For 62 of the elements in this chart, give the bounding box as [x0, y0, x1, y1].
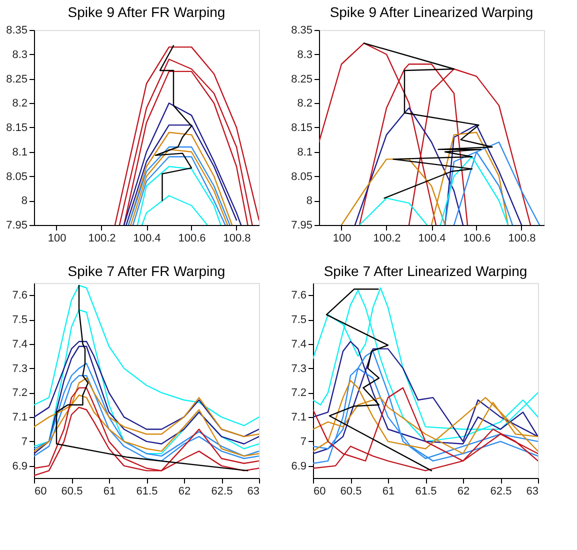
x-tick-label: 62: [457, 486, 470, 498]
x-tick-label: 100.6: [463, 232, 491, 244]
y-tick-label: 8.35: [291, 24, 312, 36]
x-tick-label: 100.8: [223, 232, 251, 244]
y-tick-label: 8.05: [6, 170, 28, 183]
y-tick-label: 7.1: [291, 412, 306, 424]
chart-title: Spike 9 After FR Warping: [68, 4, 226, 20]
x-tick-label: 63: [526, 486, 538, 498]
y-tick-label: 8.05: [291, 170, 312, 183]
y-tick-label: 7.4: [291, 338, 306, 350]
x-tick-label: 100.2: [373, 232, 401, 244]
y-tick-label: 7.1: [12, 412, 28, 424]
y-tick-label: 8.25: [6, 73, 28, 86]
y-tick-label: 8: [21, 195, 28, 208]
y-tick-label: 8.3: [297, 48, 312, 61]
x-tick-label: 63: [247, 486, 260, 498]
x-tick-label: 62.5: [490, 486, 512, 498]
x-tick-label: 100.8: [508, 232, 536, 244]
y-tick-label: 7.6: [291, 290, 306, 302]
y-tick-label: 7.2: [12, 387, 28, 400]
x-tick-label: 61: [103, 486, 116, 498]
y-tick-label: 6.9: [291, 460, 306, 472]
x-tick-label: 100.4: [418, 232, 446, 244]
y-tick-label: 7: [21, 436, 28, 448]
y-tick-label: 7.5: [291, 314, 306, 326]
x-tick-label: 61: [382, 486, 395, 498]
y-tick-label: 8.1: [12, 146, 28, 158]
y-tick-label: 7.6: [12, 290, 28, 302]
y-tick-label: 8.1: [297, 146, 312, 158]
y-tick-label: 7.3: [291, 362, 306, 375]
chart-title: Spike 7 After FR Warping: [68, 263, 226, 279]
y-tick-label: 7.4: [12, 338, 28, 350]
y-tick-label: 8.35: [6, 24, 28, 36]
y-tick-label: 8.2: [297, 98, 312, 110]
x-tick-label: 61.5: [415, 486, 437, 498]
chart-title: Spike 9 After Linearized Warping: [330, 4, 534, 20]
y-tick-label: 7.3: [12, 362, 28, 375]
y-tick-label: 8.25: [291, 73, 312, 86]
x-tick-label: 60: [314, 486, 326, 498]
x-tick-label: 62: [178, 486, 191, 498]
chart-title: Spike 7 After Linearized Warping: [324, 263, 528, 279]
x-tick-label: 100.2: [88, 232, 116, 244]
y-tick-label: 7.95: [291, 220, 312, 232]
y-tick-label: 7.2: [291, 387, 306, 400]
y-tick-label: 7: [300, 436, 306, 448]
x-tick-label: 100: [48, 232, 66, 244]
y-tick-label: 6.9: [12, 460, 28, 472]
x-tick-label: 60: [34, 486, 47, 498]
y-tick-label: 7.95: [6, 220, 28, 232]
x-tick-label: 60.5: [61, 486, 83, 498]
y-tick-label: 7.5: [12, 314, 28, 326]
x-tick-label: 60.5: [340, 486, 362, 498]
x-tick-label: 62.5: [211, 486, 233, 498]
x-tick-label: 61.5: [136, 486, 158, 498]
y-tick-label: 8.15: [6, 122, 28, 134]
y-tick-label: 8: [306, 195, 312, 208]
y-tick-label: 8.3: [12, 48, 28, 61]
x-tick-label: 100.6: [178, 232, 206, 244]
y-tick-label: 8.15: [291, 122, 312, 134]
x-tick-label: 100: [332, 232, 352, 244]
y-tick-label: 8.2: [12, 98, 28, 110]
x-tick-label: 100.4: [133, 232, 161, 244]
